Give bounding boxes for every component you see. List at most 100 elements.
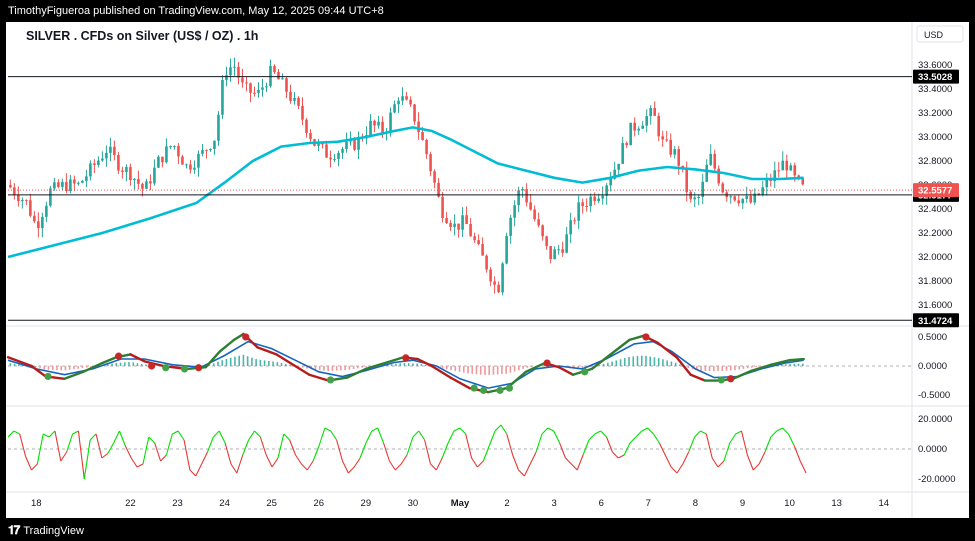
time-axis-tick: 2 [504,498,509,509]
candle-body [669,139,672,155]
histogram-bar [107,364,109,366]
candle-body [405,96,408,100]
candle-body [57,182,60,187]
cross-marker-dot [148,362,156,370]
candle-body [257,89,260,93]
price-axis-tick: 33.4000 [918,84,952,95]
chart-panel[interactable] [6,22,969,518]
oscillator-fast-segment [63,370,85,380]
oscillator-fast-segment [628,334,645,342]
momentum-line-segment [336,439,344,462]
momentum-line-segment [254,430,261,438]
histogram-bar [649,356,652,366]
candle-body [105,152,108,159]
candle-body [745,195,749,199]
histogram-bar [399,363,402,366]
last-price-label: 32.5577 [918,186,952,197]
histogram-bar [51,366,54,370]
candle-body [49,188,52,206]
histogram-bar [607,362,609,366]
histogram-bar [674,362,677,366]
candle-body [29,200,32,216]
candle-body [569,220,572,235]
candle-body [145,181,148,189]
candle-body [761,187,765,195]
time-axis-tick: 18 [31,498,42,509]
momentum-line-segment [101,453,109,459]
histogram-bar [140,363,143,366]
candle-body [645,116,648,126]
histogram-bar [47,366,50,370]
momentum-line-segment [406,436,414,456]
candle-body [97,160,100,165]
candle-body [517,190,520,206]
candle-body [661,136,664,140]
candle-body [293,97,296,101]
candle-body [597,198,600,202]
histogram-bar [780,364,783,366]
tradingview-brand: TradingView [23,524,84,537]
histogram-bar [441,366,444,369]
histogram-bar [577,366,579,369]
momentum-line-segment [453,427,461,432]
momentum-line-segment [711,457,719,468]
histogram-bar [505,366,507,374]
momentum-line-segment [559,442,566,459]
candle-body [137,178,140,184]
candle-body [461,215,464,230]
momentum-line-segment [746,454,754,471]
momentum-line-segment [799,460,807,474]
candle-body [253,92,256,94]
candle-body [529,202,532,210]
oscillator-fast-segment [689,373,707,382]
time-axis-tick: May [451,498,470,509]
momentum-line-segment [506,433,514,456]
histogram-bar [471,366,474,374]
momentum-line-segment [494,424,502,432]
candle-body [445,217,448,224]
candle-body [21,200,24,202]
candle-body [265,86,268,88]
candle-body [169,146,172,148]
histogram-bar [522,366,524,369]
candle-body [337,152,340,160]
histogram-bar [424,364,427,366]
histogram-bar [751,366,753,368]
cross-marker-dot [717,376,725,384]
momentum-line-segment [465,433,473,459]
histogram-bar [755,366,757,368]
momentum-line-segment [95,433,103,459]
histogram-bar [734,366,736,371]
momentum-line-segment [388,460,396,471]
cross-marker-dot [242,333,250,341]
candle-body [345,141,348,150]
candle-body [433,171,436,183]
momentum-line-segment [682,451,690,465]
histogram-bar [85,366,88,368]
candle-body [793,165,797,176]
candle-body [609,178,612,186]
histogram-bar [123,362,126,366]
momentum-line-segment [301,463,308,471]
histogram-bar [217,361,219,366]
candle-body [33,215,36,222]
oscillator-fast-segment [524,361,546,374]
candle-body [73,179,76,184]
histogram-bar [789,363,791,366]
momentum-line-segment [341,460,349,474]
momentum-line-segment [83,439,91,480]
momentum-line-segment [36,433,44,465]
momentum-line-segment [148,436,156,444]
histogram-bar [717,366,719,372]
candle-body [549,246,552,260]
tradingview-logo[interactable]: 𝟏𝟕 TradingView [8,523,84,538]
candle-body [185,164,188,166]
histogram-bar [615,360,618,366]
histogram-bar [352,366,355,369]
histogram-bar [212,363,215,366]
candle-body [625,143,628,146]
candle-body [369,120,372,136]
momentum-line-segment [295,454,302,465]
momentum-line-segment [330,430,338,441]
